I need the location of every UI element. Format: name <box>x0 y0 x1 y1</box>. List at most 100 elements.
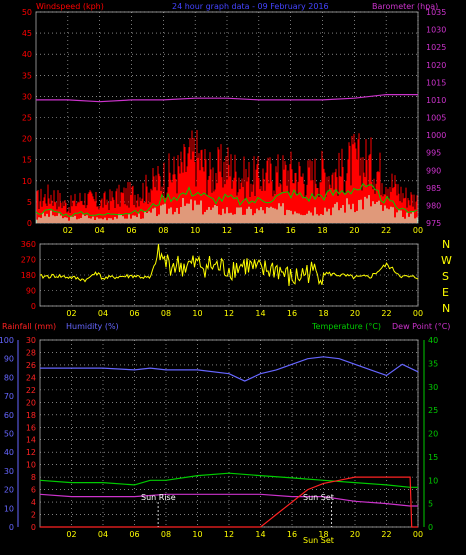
rain-y-tick-label: 22 <box>26 386 36 395</box>
temp-y-tick-label: 35 <box>428 359 438 368</box>
baro-y-tick-label: 985 <box>426 184 441 193</box>
temperature-line <box>39 472 418 488</box>
wind-x-tick-label: 20 <box>349 226 359 235</box>
dir-x-tick-label: 08 <box>161 309 171 318</box>
dir-x-tick-label: 02 <box>66 309 76 318</box>
temp-y-tick-label: 5 <box>428 500 433 509</box>
rain-y-tick-label: 8 <box>31 473 36 482</box>
rainfall-line <box>40 476 418 528</box>
baro-y-tick-label: 1020 <box>426 61 446 70</box>
temp-y-tick-label: 20 <box>428 430 438 439</box>
dir-x-tick-label: 06 <box>129 309 139 318</box>
temp-x-tick-label: 08 <box>161 530 171 539</box>
dir-x-tick-label: 14 <box>255 309 265 318</box>
avg-wind-line <box>35 182 418 217</box>
temp-y-tick-label: 25 <box>428 406 438 415</box>
rain-y-tick-label: 26 <box>26 361 36 370</box>
wind-x-tick-label: 18 <box>317 226 327 235</box>
humidity-y-tick-label: 80 <box>4 373 14 382</box>
wind-x-tick-label: 16 <box>286 226 296 235</box>
wind-y-tick-label: 45 <box>22 29 32 38</box>
temp-x-tick-label: 20 <box>350 530 360 539</box>
wind-x-tick-label: 08 <box>158 226 168 235</box>
dir-x-tick-label: 00 <box>413 309 423 318</box>
dir-x-tick-label: 10 <box>192 309 202 318</box>
baro-y-tick-label: 975 <box>426 219 441 228</box>
baro-y-tick-label: 1015 <box>426 78 446 87</box>
baro-y-tick-label: 1010 <box>426 96 446 105</box>
rain-y-tick-label: 14 <box>26 436 36 445</box>
wind-y-tick-label: 50 <box>22 8 32 17</box>
dewpoint-line <box>39 493 418 507</box>
dir-y-tick-label: 360 <box>21 240 36 249</box>
rain-y-tick-label: 0 <box>31 523 36 532</box>
temp-x-tick-label: 18 <box>318 530 328 539</box>
rain-y-tick-label: 30 <box>26 336 36 345</box>
dir-y-tick-label: 0 <box>31 302 36 311</box>
compass-n-top: N <box>442 238 450 251</box>
baro-y-tick-label: 1025 <box>426 43 446 52</box>
temp-x-tick-label: 06 <box>129 530 139 539</box>
temp-x-tick-label: 12 <box>224 530 234 539</box>
dir-x-tick-label: 16 <box>287 309 297 318</box>
temp-x-tick-label: 10 <box>192 530 202 539</box>
temp-x-tick-label: 00 <box>413 530 423 539</box>
graph-title: 24 hour graph data - 09 February 2016 <box>172 2 329 11</box>
baro-y-tick-label: 1030 <box>426 26 446 35</box>
direction-line <box>39 243 419 287</box>
temp-x-tick-label: 04 <box>98 530 108 539</box>
temp-x-tick-label: 02 <box>66 530 76 539</box>
wind-y-tick-label: 40 <box>22 50 32 59</box>
baro-y-tick-label: 990 <box>426 166 441 175</box>
rain-y-tick-label: 2 <box>31 511 36 520</box>
temperature-title: Temperature (°C) <box>311 322 381 331</box>
baro-y-tick-label: 980 <box>426 201 441 210</box>
dir-y-tick-label: 90 <box>26 287 36 296</box>
wind-x-tick-label: 04 <box>95 226 105 235</box>
dir-y-tick-label: 180 <box>21 271 36 280</box>
dir-x-tick-label: 22 <box>381 309 391 318</box>
sunset-axis-label: Sun Set <box>303 536 334 545</box>
dir-x-tick-label: 18 <box>318 309 328 318</box>
temp-x-tick-label: 14 <box>255 530 265 539</box>
compass-s: S <box>442 270 449 283</box>
wind-y-tick-label: 15 <box>22 156 32 165</box>
wind-x-tick-label: 22 <box>381 226 391 235</box>
baro-y-tick-label: 1035 <box>426 8 446 17</box>
rain-y-tick-label: 24 <box>26 373 36 382</box>
wind-x-tick-label: 00 <box>413 226 423 235</box>
humidity-y-tick-label: 20 <box>4 486 14 495</box>
baro-line <box>36 93 418 103</box>
temp-x-tick-label: 22 <box>381 530 391 539</box>
humidity-y-tick-label: 40 <box>4 448 14 457</box>
baro-y-tick-label: 995 <box>426 149 441 158</box>
rain-y-tick-label: 16 <box>26 423 36 432</box>
rain-y-tick-label: 10 <box>26 461 36 470</box>
dir-y-tick-label: 270 <box>21 256 36 265</box>
wind-x-tick-label: 10 <box>190 226 200 235</box>
rain-title: Rainfall (mm) <box>2 322 56 331</box>
wind-y-tick-label: 20 <box>22 135 32 144</box>
rain-y-tick-label: 4 <box>31 498 36 507</box>
wind-y-tick-label: 5 <box>27 198 32 207</box>
humidity-line <box>40 356 419 382</box>
dir-x-tick-label: 12 <box>224 309 234 318</box>
wind-x-tick-label: 02 <box>63 226 73 235</box>
compass-w: W <box>441 254 452 267</box>
wind-title: Windspeed (kph) <box>36 2 104 11</box>
sunrise-label: Sun Rise <box>141 493 176 502</box>
rain-y-tick-label: 20 <box>26 398 36 407</box>
wind-x-tick-label: 12 <box>222 226 232 235</box>
humidity-y-tick-label: 60 <box>4 411 14 420</box>
compass-e: E <box>442 286 449 299</box>
sunset-label: Sun Set <box>303 493 334 502</box>
dir-x-tick-label: 04 <box>98 309 108 318</box>
wind-y-tick-label: 10 <box>22 177 32 186</box>
humidity-y-tick-label: 70 <box>4 392 14 401</box>
temp-y-tick-label: 10 <box>428 476 438 485</box>
baro-y-tick-label: 1000 <box>426 131 446 140</box>
humidity-y-tick-label: 90 <box>4 355 14 364</box>
dir-x-tick-label: 20 <box>350 309 360 318</box>
